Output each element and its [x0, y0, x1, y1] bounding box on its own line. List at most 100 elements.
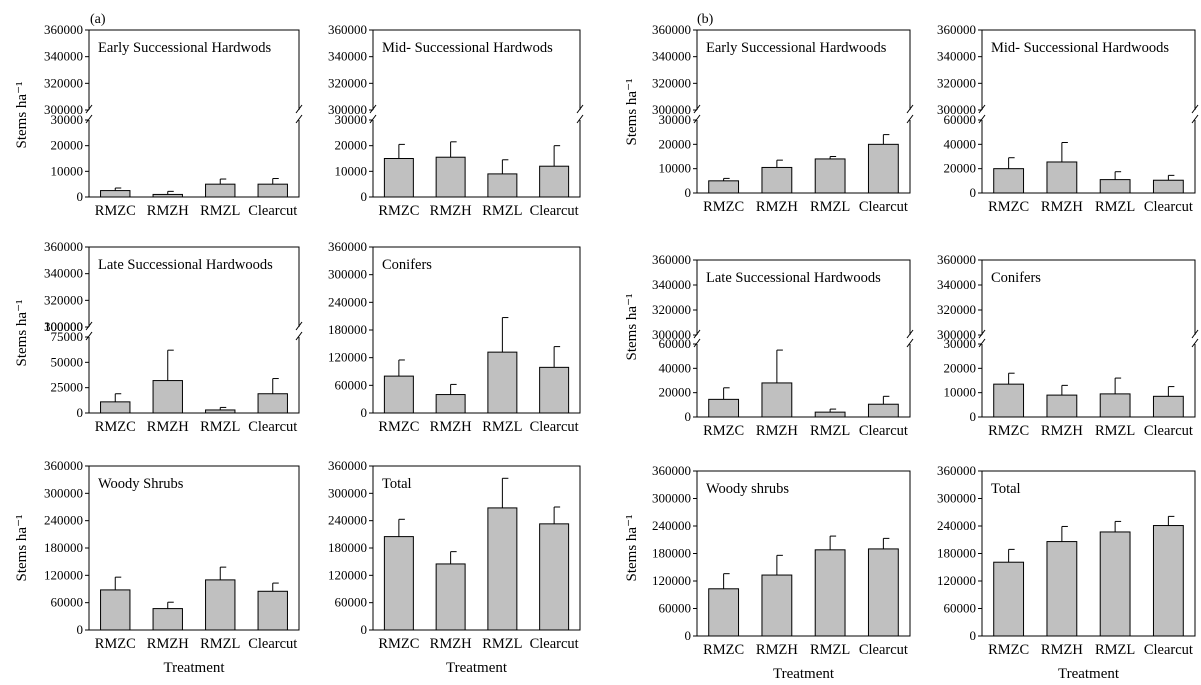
x-tick-label: RMZH	[1041, 423, 1083, 439]
bar-rmzc	[100, 190, 131, 198]
x-tick-label: Clearcut	[1144, 423, 1193, 439]
x-axis-label: Treatment	[446, 660, 508, 676]
axis-break-mark	[85, 104, 93, 114]
y-tick-label: 60000	[944, 601, 977, 616]
y-axis-label: Stems ha⁻¹	[624, 79, 640, 146]
axis-break-mark	[295, 321, 303, 331]
y-tick-label: 30000	[659, 112, 692, 127]
subplot-title: Woody shrubs	[706, 481, 789, 497]
x-tick-label: Clearcut	[530, 419, 579, 435]
axis-break-mark	[906, 114, 914, 124]
y-tick-label: 25000	[51, 380, 84, 395]
x-tick-label: Clearcut	[1144, 642, 1193, 658]
x-tick-label: Clearcut	[859, 423, 908, 439]
y-tick-label: 320000	[652, 302, 691, 317]
y-tick-label: 360000	[44, 22, 83, 37]
y-tick-label: 0	[685, 185, 692, 200]
subplot-b-mid: 300000 320000 340000 360000 0 20000 40000 60000…	[937, 22, 1199, 215]
y-tick-label: 360000	[652, 22, 691, 37]
x-tick-label: RMZC	[95, 419, 136, 435]
x-tick-label: RMZL	[200, 419, 240, 435]
subplot-title: Late Successional Hardwoods	[706, 270, 881, 286]
bar-clearcut	[867, 143, 899, 194]
subplot-title: Late Successional Hardwoods	[98, 257, 273, 273]
bar-rmzh	[1046, 161, 1078, 194]
y-tick-label: 240000	[44, 513, 83, 528]
axis-break-mark	[693, 104, 701, 114]
subplot-b-conifers: 300000 320000 340000 360000 0 10000 20000 30000…	[937, 252, 1199, 439]
subplot-a-total: 0 60000 120000 180000 240000 300000 360000 Tota…	[328, 458, 581, 676]
upper-frame	[981, 29, 1196, 110]
x-tick-label: RMZC	[988, 199, 1029, 215]
y-tick-label: 120000	[328, 567, 367, 582]
bar-clearcut	[1152, 525, 1184, 637]
x-tick-label: Clearcut	[530, 203, 579, 219]
y-tick-label: 180000	[652, 546, 691, 561]
y-axis-label: Stems ha⁻¹	[14, 300, 30, 367]
y-tick-label: 0	[361, 622, 368, 637]
y-tick-label: 360000	[328, 22, 367, 37]
axis-break-mark	[978, 114, 986, 124]
bar-rmzh	[761, 382, 793, 418]
bar-rmzl	[814, 158, 846, 194]
x-axis-label: Treatment	[773, 666, 835, 682]
bar-rmzc	[383, 158, 414, 198]
y-tick-label: 40000	[659, 360, 692, 375]
x-tick-label: RMZL	[810, 423, 850, 439]
panel-label-b: (b)	[697, 12, 714, 27]
y-tick-label: 340000	[937, 277, 976, 292]
y-tick-label: 75000	[51, 329, 84, 344]
bar-rmzl	[205, 409, 236, 414]
axis-break-mark	[85, 114, 93, 124]
y-tick-label: 300000	[937, 102, 976, 117]
y-tick-label: 0	[970, 185, 977, 200]
axis-break-mark	[576, 114, 584, 124]
bar-rmzh	[152, 380, 183, 414]
y-tick-label: 50000	[51, 354, 84, 369]
bar-clearcut	[1152, 179, 1184, 194]
bar-rmzh	[435, 563, 466, 631]
upper-frame	[696, 29, 911, 110]
y-tick-label: 320000	[937, 302, 976, 317]
y-tick-label: 180000	[328, 322, 367, 337]
axis-break-mark	[295, 114, 303, 124]
y-tick-label: 120000	[328, 350, 367, 365]
x-tick-label: RMZH	[147, 636, 189, 652]
x-tick-label: RMZC	[378, 636, 419, 652]
y-tick-label: 20000	[335, 138, 368, 153]
y-tick-label: 360000	[937, 22, 976, 37]
bar-rmzc	[993, 383, 1025, 418]
y-tick-label: 30000	[51, 112, 84, 127]
bar-clearcut	[867, 548, 899, 637]
y-tick-label: 40000	[944, 136, 977, 151]
lower-frame	[372, 120, 581, 198]
x-tick-label: RMZH	[430, 203, 472, 219]
bar-rmzc	[993, 168, 1025, 194]
subplot-title: Total	[382, 476, 412, 492]
x-tick-label: RMZH	[756, 423, 798, 439]
y-tick-label: 180000	[44, 540, 83, 555]
y-tick-label: 10000	[659, 161, 692, 176]
y-tick-label: 320000	[652, 75, 691, 90]
y-axis-label: Stems ha⁻¹	[624, 515, 640, 582]
subplot-title: Conifers	[382, 257, 432, 273]
y-tick-label: 300000	[44, 102, 83, 117]
y-tick-label: 60000	[659, 336, 692, 351]
axis-break-mark	[1191, 104, 1199, 114]
bar-rmzl	[487, 173, 518, 198]
x-tick-label: RMZL	[1095, 199, 1135, 215]
y-tick-label: 10000	[335, 163, 368, 178]
axis-break-mark	[85, 321, 93, 331]
x-tick-label: RMZC	[95, 203, 136, 219]
y-tick-label: 20000	[51, 138, 84, 153]
axis-break-mark	[693, 338, 701, 348]
x-tick-label: RMZH	[430, 636, 472, 652]
bar-rmzc	[100, 401, 131, 414]
panel-label-a: (a)	[90, 12, 106, 27]
bar-rmzl	[1099, 179, 1131, 194]
x-tick-label: RMZL	[482, 419, 522, 435]
bar-clearcut	[257, 393, 288, 414]
axis-break-mark	[576, 104, 584, 114]
bar-clearcut	[539, 523, 570, 631]
bar-rmzc	[100, 589, 131, 631]
